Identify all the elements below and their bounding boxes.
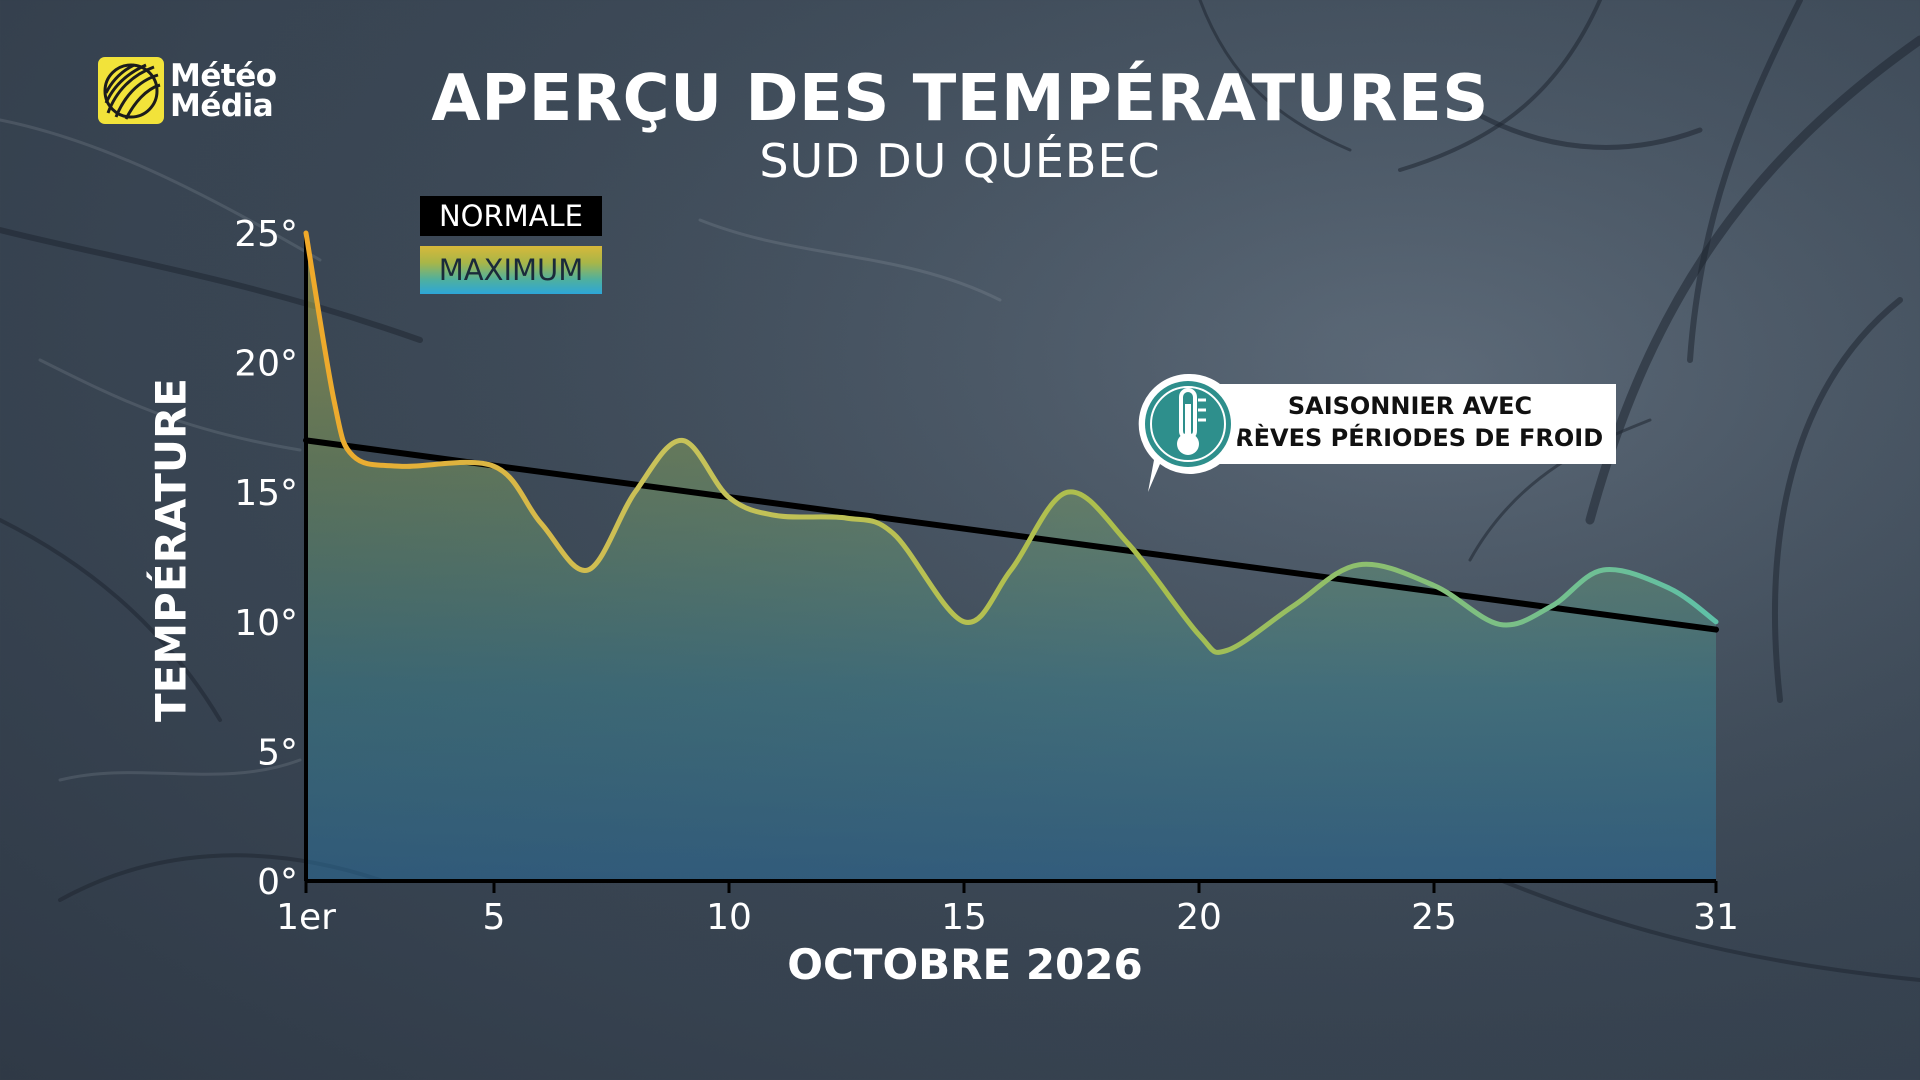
chart-subtitle: SUD DU QUÉBEC [759,134,1161,188]
meteomedia-logo: Météo Média [98,57,277,129]
x-tick-label: 1er [276,897,336,938]
x-tick-label: 20 [1176,897,1222,938]
legend-maximum: MAXIMUM [420,246,602,294]
normale-series [303,437,1719,633]
brand-line1: Météo [170,58,277,94]
tick-labels: 1er 5 10 15 20 25 31 0° 5° 10° 15° 20° 25° [234,214,1739,938]
callout: SAISONNIER AVEC BRÈVES PÉRIODES DE FROID [1136,372,1616,492]
callout-line1: SAISONNIER AVEC [1287,392,1533,420]
callout-box [1204,384,1616,464]
legend-normale: NORMALE [420,196,602,236]
maximum-area-fill [306,233,1716,881]
y-tick-label: 25° [234,214,298,255]
chart-axes [304,233,1718,893]
x-tick-label: 10 [706,897,752,938]
maximum-area [306,233,1716,881]
brand-line2: Média [170,88,274,124]
normale-line [303,437,1719,633]
x-tick-label: 31 [1693,897,1739,938]
y-tick-label: 20° [234,344,298,385]
callout-line2: BRÈVES PÉRIODES DE FROID [1216,424,1604,452]
chart-title: APERÇU DES TEMPÉRATURES [431,62,1489,136]
y-tick-label: 0° [257,862,298,903]
x-tick-label: 25 [1411,897,1457,938]
y-tick-label: 10° [234,603,298,644]
maximum-line [303,230,1719,655]
x-tick-label: 5 [483,897,506,938]
maximum-series [303,230,1719,655]
x-tick-label: 15 [941,897,987,938]
thermometer-icon [1138,373,1240,492]
x-axis-label: OCTOBRE 2026 [787,940,1143,989]
y-tick-label: 15° [234,473,298,514]
y-tick-label: 5° [257,732,298,773]
globe-icon [98,57,164,124]
